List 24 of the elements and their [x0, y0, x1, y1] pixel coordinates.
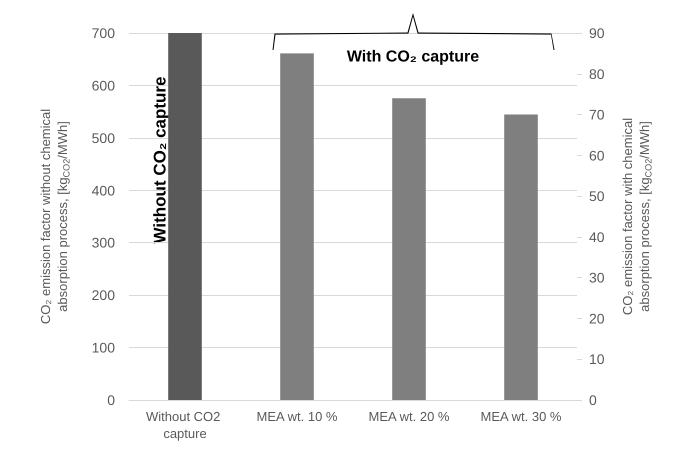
y-tick-label: 500: [92, 130, 116, 146]
y-tick-label: 200: [92, 287, 116, 304]
annotation: Without CO₂ capture: [150, 76, 170, 244]
y2-tick-label: 0: [589, 392, 597, 408]
x-tick-label: MEA wt. 10 %: [256, 409, 338, 424]
y-tick-label: 300: [92, 234, 116, 251]
y2-tick-label: 80: [589, 66, 605, 82]
y-tick-label: 100: [92, 340, 116, 356]
y2-tick-label: 30: [589, 270, 605, 286]
y2-tick-label: 90: [589, 25, 605, 41]
y-tick-label: 700: [92, 25, 116, 41]
y2-tick-label: 40: [589, 228, 605, 245]
x-tick-label: MEA wt. 30 %: [480, 409, 562, 424]
y2-tick-label: 70: [589, 106, 605, 123]
y2-tick-label: 50: [589, 188, 605, 204]
y-tick-label: 400: [92, 182, 116, 198]
x-tick-label: MEA wt. 20 %: [368, 409, 450, 424]
annotation: With CO₂ capture: [346, 48, 480, 66]
y2-tick-label: 60: [589, 147, 605, 164]
y2-tick-label: 20: [589, 310, 605, 326]
y2-tick-label: 10: [589, 351, 605, 368]
x-tick-label: Without CO2 capture: [146, 409, 224, 441]
y-tick-label: 600: [92, 77, 116, 94]
y-tick-label: 0: [107, 392, 116, 408]
